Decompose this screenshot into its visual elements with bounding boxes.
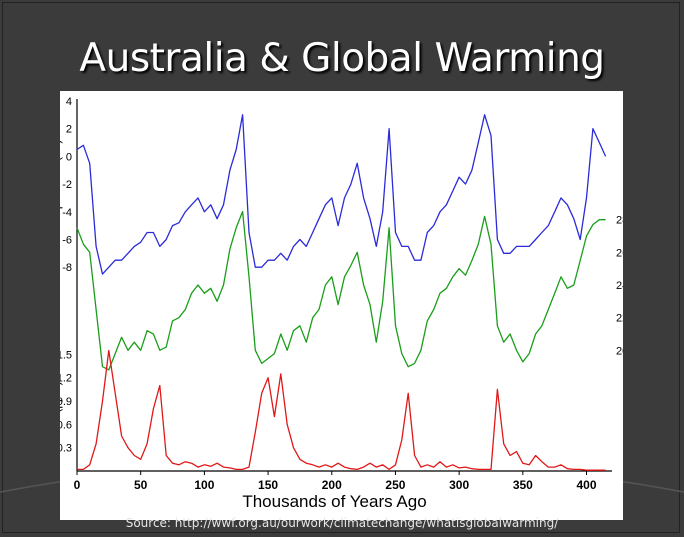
co2-tick-label: 240 — [616, 280, 623, 292]
dust-tick-label: 0.3 — [60, 443, 72, 455]
ice-core-chart: 0 50 100 150 200 250 300 350 400 Thousands of Yea… — [60, 96, 623, 511]
co2-tick-label: 200 — [616, 345, 623, 357]
x-tick-label: 150 — [258, 478, 278, 492]
chart-panel: 0 50 100 150 200 250 300 350 400 Thousands of Yea… — [60, 91, 623, 520]
dust-tick-label: 0.6 — [60, 419, 72, 431]
source-citation: Source: http://wwf.org.au/ourwork/climat… — [125, 516, 559, 530]
co2-tick-label: 280 — [616, 215, 623, 227]
dust-tick-label: 1.5 — [60, 349, 72, 361]
temperature-tick-label: 2 — [66, 124, 72, 136]
temperature-tick-label: -4 — [62, 207, 72, 219]
x-tick-label: 50 — [134, 478, 148, 492]
x-tick-label: 300 — [449, 478, 469, 492]
dust-axis-label: Dust (ppm) — [60, 381, 63, 440]
x-axis-label: Thousands of Years Ago — [242, 492, 426, 511]
x-tick-label: 350 — [513, 478, 533, 492]
dust-tick-label: 0.9 — [60, 396, 72, 408]
temperature-tick-label: -6 — [62, 234, 72, 246]
x-tick-label: 200 — [322, 478, 342, 492]
slide-title: Australia & Global Warming — [79, 36, 605, 81]
x-tick-label: 250 — [385, 478, 405, 492]
x-tick-label: 400 — [577, 478, 597, 492]
temperature-series-line — [76, 114, 607, 275]
temperature-tick-label: 0 — [66, 151, 72, 163]
temperature-axis-label: Δ Temperature (°C) — [60, 140, 63, 243]
temperature-tick-label: 4 — [66, 96, 72, 108]
x-tick-label: 0 — [74, 478, 81, 492]
co2-tick-label: 260 — [616, 247, 623, 259]
temperature-tick-label: -2 — [62, 179, 72, 191]
dust-tick-label: 1.2 — [60, 373, 72, 385]
co2-tick-label: 220 — [616, 313, 623, 325]
x-tick-label: 100 — [194, 478, 214, 492]
temperature-tick-label: -8 — [62, 262, 72, 274]
co2-series-line — [76, 210, 606, 371]
dust-series-line — [77, 349, 606, 471]
